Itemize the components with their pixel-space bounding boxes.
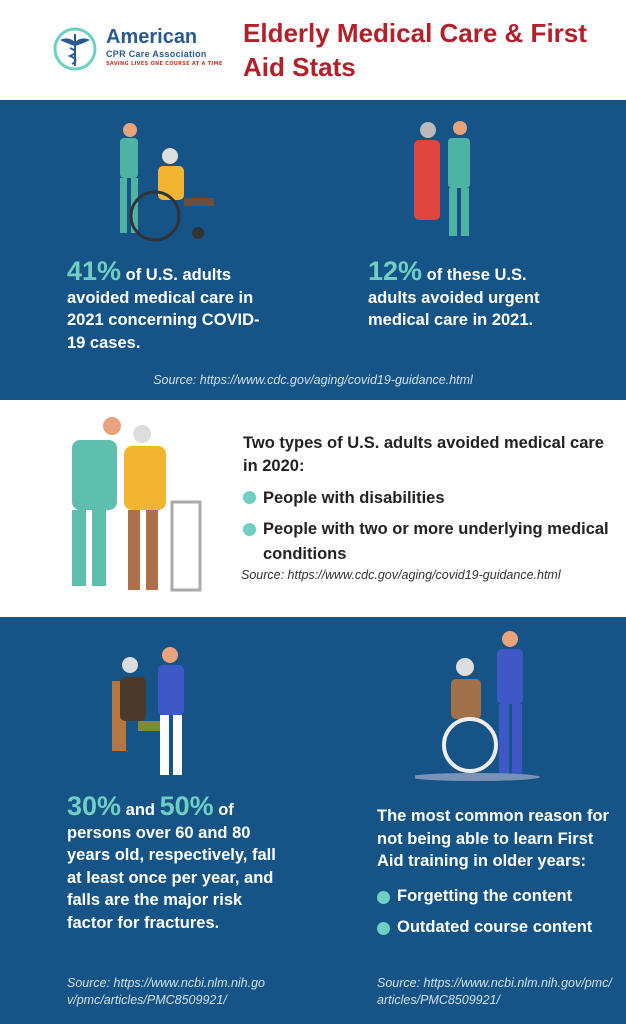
bullet-icon <box>377 922 390 935</box>
source-link[interactable]: Source: https://www.cdc.gov/aging/covid1… <box>153 373 473 387</box>
source-link[interactable]: Source: https://www.ncbi.nlm.nih.gov/pmc… <box>377 976 612 1007</box>
nurse-wheelchair-elder-illustration <box>415 631 540 781</box>
bullet-icon <box>377 890 390 904</box>
source-link[interactable]: Source: https://www.cdc.gov/aging/covid1… <box>241 568 561 582</box>
bullet-icon <box>243 523 256 536</box>
elderly-woman-nurse-illustration <box>414 121 470 236</box>
section-avoided-care-types: Two types of U.S. adults avoided medical… <box>0 400 626 617</box>
list-item: People with disabilities <box>243 485 613 511</box>
stat-12-percent: 12% of these U.S. adults avoided urgent … <box>368 256 540 330</box>
section-covid-stats: 41% of U.S. adults avoided medical care … <box>0 100 626 400</box>
header: American CPR Care Association SAVING LIV… <box>0 0 626 100</box>
list-item: Forgetting the content <box>377 885 612 908</box>
page-title: Elderly Medical Care & First Aid Stats <box>243 18 587 82</box>
logo: American CPR Care Association SAVING LIV… <box>52 26 222 72</box>
list-item: Outdated course content <box>377 916 612 939</box>
bullet-icon <box>243 491 256 504</box>
nurse-wheelchair-illustration <box>120 123 214 242</box>
source-link[interactable]: Source: https://www.ncbi.nlm.nih.gov/pmc… <box>67 976 266 1007</box>
nurse-seated-elder-illustration <box>112 647 184 775</box>
section-falls-first-aid: 30% and 50% of persons over 60 and 80 ye… <box>0 617 626 1024</box>
nurse-walker-illustration <box>72 417 202 592</box>
list-item: People with two or more underlying medic… <box>243 517 613 567</box>
bullet-list: People with disabilities People with two… <box>243 485 613 567</box>
section-heading: Two types of U.S. adults avoided medical… <box>243 434 604 475</box>
caduceus-icon <box>53 27 97 71</box>
stat-falls: 30% and 50% of persons over 60 and 80 ye… <box>67 791 276 932</box>
first-aid-reason: The most common reason for not being abl… <box>377 805 612 939</box>
stat-41-percent: 41% of U.S. adults avoided medical care … <box>67 256 260 352</box>
